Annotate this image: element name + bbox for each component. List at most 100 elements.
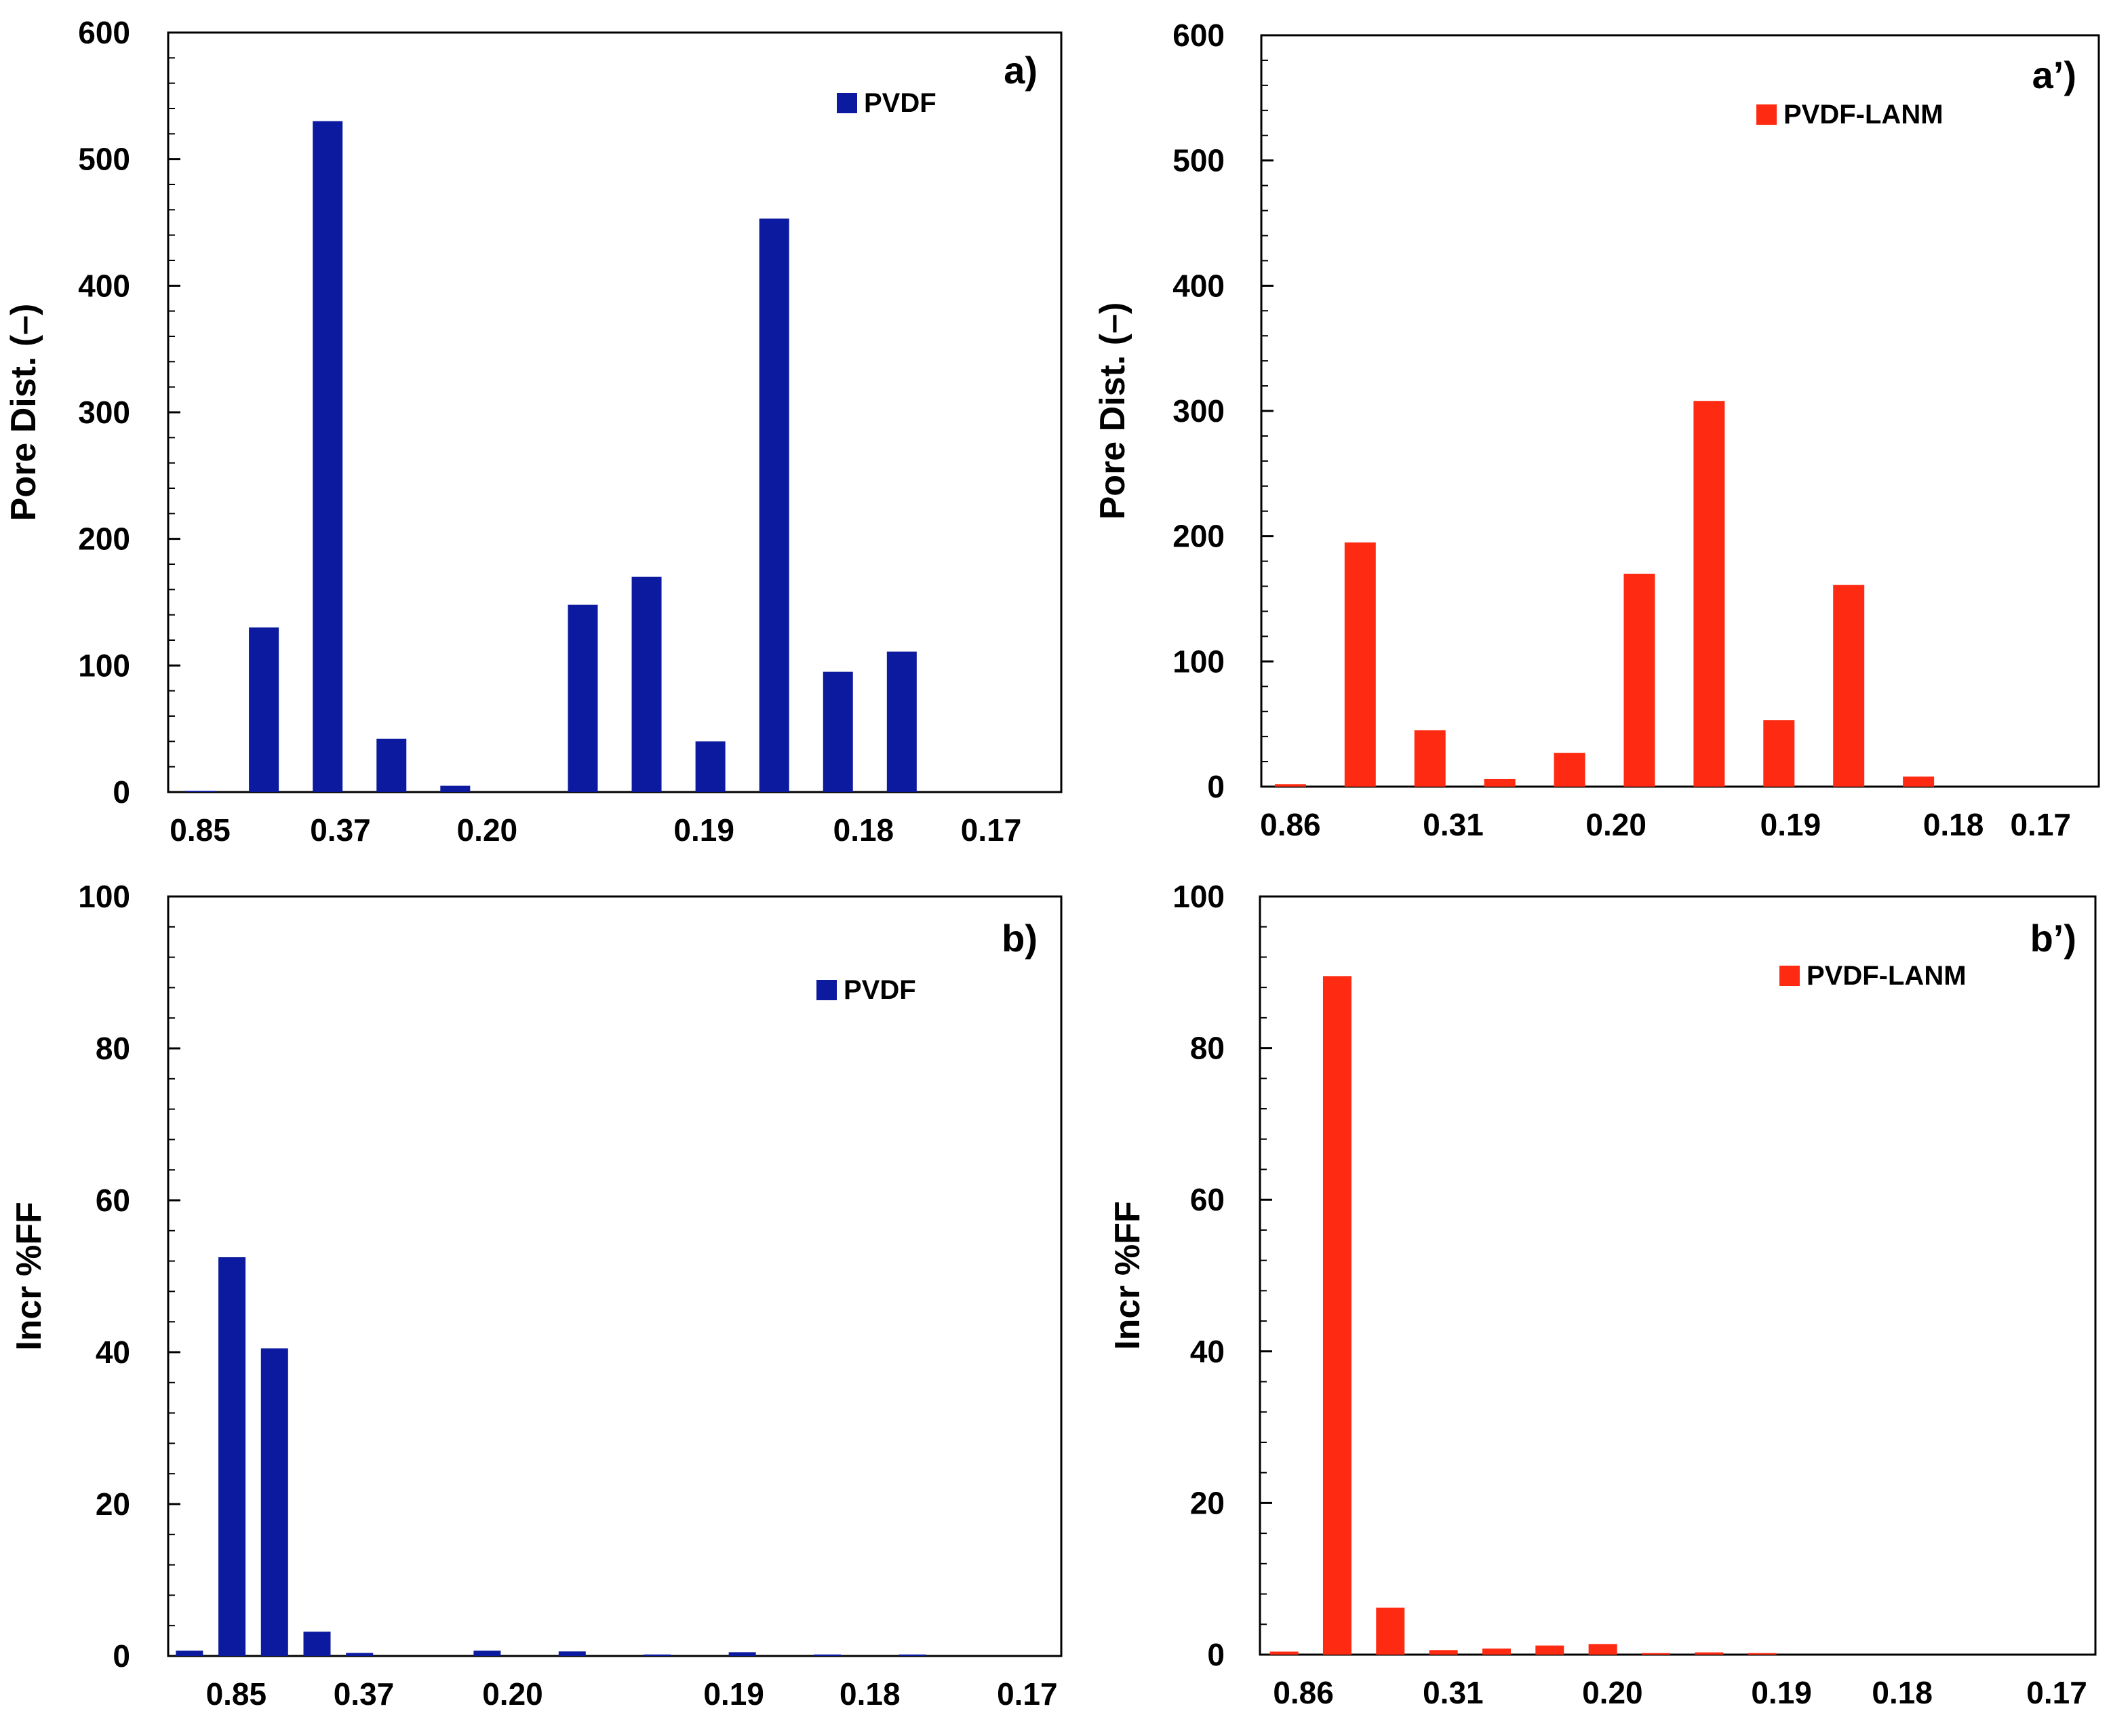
y-tick-label: 0 [113,774,130,810]
plot-frame [167,31,1063,793]
chart-panel-b2: 0 20 40 60 80 100 0.86 0.31 0.20 0.19 0.18 0.17 Incr… [1108,879,2097,1710]
x-tick-label: 0.17 [2010,807,2071,842]
chart-panel-b: 0 20 40 60 80 100 0.85 0.37 0.20 0.19 0.18 0.17 Incr… [9,879,1063,1712]
bar-b2-7 [1641,1653,1670,1655]
panel-label: a’) [2032,54,2076,96]
bar-a-6 [568,604,598,792]
bar-b2-2 [1376,1607,1405,1655]
x-tick-label: 0.18 [1923,807,1984,842]
bar-b-4 [346,1653,374,1656]
y-tick-label: 600 [1172,18,1225,53]
y-tick-label: 80 [1190,1031,1225,1066]
bar-b-0 [176,1651,203,1656]
y-tick-label: 100 [1172,879,1225,914]
x-tick-label: 0.20 [482,1676,543,1712]
bar-a-2 [313,121,343,792]
bar-a-9 [759,218,789,792]
bar-b2-9 [1748,1653,1777,1655]
legend: PVDF [837,88,936,118]
legend-label: PVDF-LANM [1807,961,1967,991]
bar-b-2 [260,1348,288,1656]
legend-label: PVDF-LANM [1783,100,1944,130]
legend-swatch [816,980,837,1000]
y-tick-label: 100 [1172,644,1225,679]
chart-panel-a2: 0 100 200 300 400 500 600 0.86 0.31 0.20 0.19 0.18 0… [1093,18,2100,842]
x-tick-label: 0.19 [673,812,734,848]
bar-b-13 [728,1652,756,1656]
panel-label: b) [1002,917,1038,960]
y-axis-label: Pore Dist. (–) [4,304,43,521]
y-tick-label: 200 [78,521,130,557]
x-tick-label: 0.20 [457,812,518,848]
y-tick-label: 200 [1172,519,1225,554]
y-tick-label: 600 [78,15,130,50]
x-tick-label: 0.85 [170,812,231,848]
y-tick-label: 400 [1172,268,1225,303]
bar-a-0 [185,791,216,792]
y-tick-label: 500 [78,142,130,177]
bar-b2-6 [1588,1644,1617,1655]
bar-a-8 [695,741,726,792]
bar-a-3 [376,738,407,792]
bar-a-4 [440,785,471,792]
bar-a2-1 [1344,542,1376,787]
bar-b-9 [558,1651,586,1656]
x-tick-label: 0.18 [1872,1675,1933,1710]
x-tick-label: 0.86 [1260,807,1321,842]
x-tick-label: 0.17 [961,812,1022,848]
legend: PVDF-LANM [1756,100,1944,130]
y-axis-label: Incr %FF [1108,1201,1147,1350]
y-tick-label: 20 [1190,1485,1225,1520]
bar-a2-9 [1903,776,1935,787]
x-tick-label: 0.19 [1760,807,1821,842]
legend-label: PVDF [844,975,916,1005]
x-tick-label: 0.17 [997,1676,1058,1712]
bar-a-1 [249,627,279,792]
bar-a2-8 [1833,585,1865,787]
y-tick-label: 20 [96,1486,130,1522]
bar-a2-0 [1274,784,1306,787]
y-tick-label: 300 [78,395,130,430]
bar-b-7 [473,1651,501,1656]
legend-label: PVDF [864,88,936,118]
x-tick-label: 0.37 [334,1676,395,1712]
x-tick-label: 0.31 [1423,1675,1484,1710]
bar-b2-0 [1269,1651,1299,1655]
legend-swatch [1756,104,1777,125]
bar-b2-3 [1429,1650,1458,1655]
y-axis-label: Incr %FF [9,1202,49,1351]
y-tick-label: 60 [96,1183,130,1218]
bar-b-17 [899,1654,926,1656]
bar-b-1 [218,1257,246,1656]
y-tick-label: 100 [78,648,130,683]
legend: PVDF-LANM [1779,961,1967,991]
chart-panel-a: 0 100 200 300 400 500 600 0.85 0.37 0.20 0.19 0.18 0… [4,15,1063,848]
x-tick-label: 0.85 [206,1676,267,1712]
y-axis-label: Pore Dist. (–) [1093,302,1132,520]
x-tick-label: 0.37 [310,812,371,848]
bar-b-15 [814,1654,842,1656]
x-tick-label: 0.18 [833,812,894,848]
bar-a2-5 [1623,574,1655,787]
bar-a2-2 [1414,730,1446,787]
x-tick-label: 0.19 [1751,1675,1812,1710]
y-tick-label: 40 [1190,1334,1225,1369]
y-tick-label: 0 [1207,1637,1225,1672]
bar-a-11 [886,651,917,792]
y-tick-label: 80 [96,1031,130,1066]
bar-b-11 [644,1654,671,1656]
bar-a2-3 [1484,778,1516,787]
y-tick-label: 40 [96,1335,130,1370]
bar-a2-4 [1554,753,1585,787]
legend-swatch [837,93,857,113]
y-tick-label: 500 [1172,143,1225,178]
x-tick-label: 0.20 [1585,807,1646,842]
y-tick-label: 400 [78,268,130,303]
x-tick-label: 0.31 [1423,807,1484,842]
bar-b2-4 [1482,1649,1511,1655]
y-tick-label: 300 [1172,393,1225,429]
panel-label: a) [1004,49,1038,92]
plot-frame [1259,895,2097,1656]
plot-frame [1260,34,2100,788]
